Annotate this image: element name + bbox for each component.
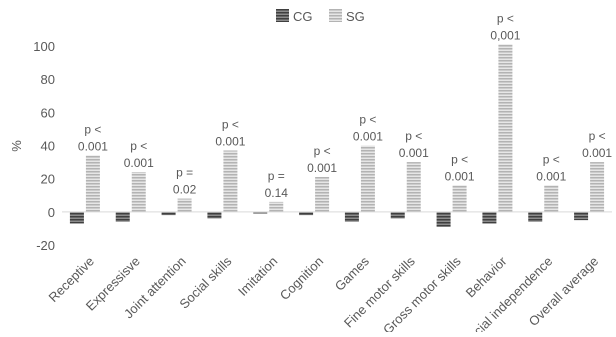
x-category-label: Games [332, 253, 373, 294]
bar-cg [69, 211, 84, 224]
bar-cg [344, 211, 359, 222]
bar-sg [315, 177, 330, 212]
bar-cg [115, 211, 130, 222]
x-category-label: Cognition [277, 254, 326, 303]
p-value-annotation: p < [589, 129, 606, 143]
bar-cg [299, 211, 314, 216]
x-category-label: Imitation [235, 254, 280, 299]
p-value-annotation: p < [497, 11, 514, 25]
y-tick-label: 0 [48, 205, 55, 220]
legend-swatch-sg [329, 9, 342, 22]
p-value-annotation: 0.001 [353, 130, 383, 144]
y-tick-label: -20 [36, 238, 55, 253]
p-value-annotation: 0.001 [307, 161, 337, 175]
bar-sg [498, 44, 513, 212]
p-value-annotation: 0.001 [78, 139, 108, 153]
p-value-annotation: 0.001 [582, 146, 612, 160]
p-value-annotation: 0.001 [399, 146, 429, 160]
p-value-annotation: p = [268, 169, 285, 183]
y-tick-label: 60 [41, 105, 55, 120]
bar-sg [85, 155, 100, 212]
y-axis-label: % [9, 140, 24, 152]
p-value-annotation: p = [176, 166, 193, 180]
bar-cg [574, 211, 589, 221]
p-value-annotation: p < [222, 117, 239, 131]
bar-cg [528, 211, 543, 222]
p-value-annotation: 0.001 [445, 169, 475, 183]
x-category-label: Behavior [463, 253, 510, 300]
y-tick-label: 40 [41, 139, 55, 154]
bar-sg [269, 201, 284, 212]
bar-sg [590, 162, 605, 212]
bar-sg [452, 185, 467, 212]
bar-sg [544, 185, 559, 212]
p-value-annotation: p < [359, 113, 376, 127]
legend-label-sg: SG [346, 9, 365, 24]
p-value-annotation: p < [314, 144, 331, 158]
y-tick-label: 20 [41, 172, 55, 187]
p-value-annotation: 0.001 [124, 156, 154, 170]
bar-sg [406, 162, 421, 212]
p-value-annotation: p < [405, 129, 422, 143]
p-value-annotation: 0.02 [173, 183, 197, 197]
p-value-annotation: p < [451, 152, 468, 166]
y-tick-label: 80 [41, 72, 55, 87]
p-value-annotation: 0.001 [215, 134, 245, 148]
y-tick-label: 100 [33, 39, 55, 54]
legend: CG SG [276, 9, 365, 24]
p-value-annotation: p < [543, 152, 560, 166]
bar-cg [161, 211, 176, 216]
p-value-annotation: 0.001 [536, 169, 566, 183]
bar-sg [223, 150, 238, 212]
p-value-annotation: p < [84, 122, 101, 136]
legend-swatch-cg [276, 9, 289, 22]
y-axis-ticks: -20 0 20 40 60 80 100 [33, 39, 55, 253]
legend-label-cg: CG [293, 9, 313, 24]
p-value-annotation: 0,001 [490, 28, 520, 42]
bar-cg [436, 211, 451, 227]
p-value-annotation: p < [130, 139, 147, 153]
x-category-label: Gross motor skills [380, 253, 464, 332]
bar-sg [131, 172, 146, 212]
p-value-annotation: 0.14 [265, 186, 289, 200]
bar-cg [390, 211, 405, 219]
plot-area: p < 0.001 p < 0.001 p = 0.02 p < 0.001 p = 0.14 p … [62, 11, 612, 227]
bar-cg [253, 211, 268, 214]
bar-sg [177, 198, 192, 212]
bar-cg [207, 211, 222, 219]
bar-cg [482, 211, 497, 224]
bar-sg [360, 145, 375, 212]
